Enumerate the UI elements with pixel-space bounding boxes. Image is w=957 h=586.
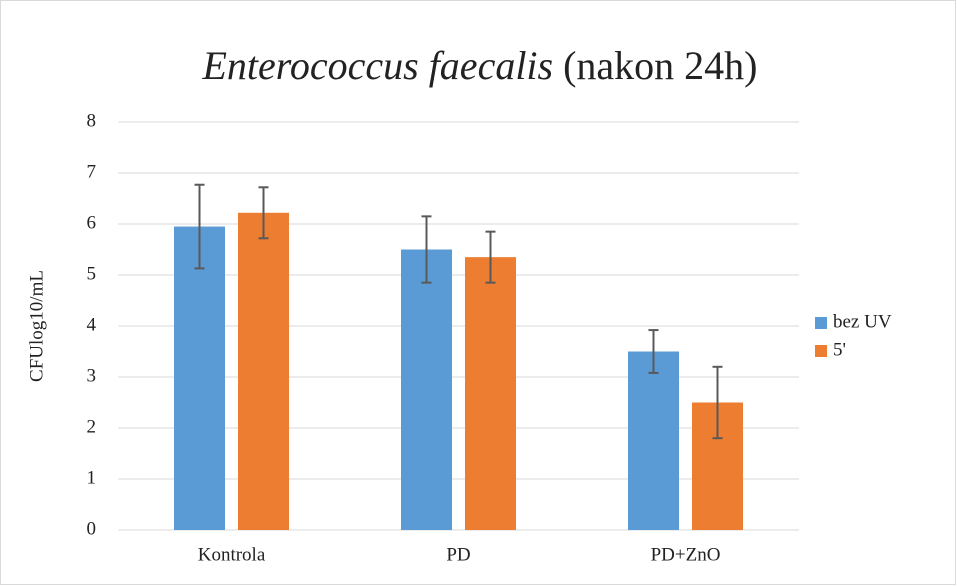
y-axis-label: CFUlog10/mL (26, 270, 47, 382)
y-tick-label: 6 (87, 212, 97, 233)
error-bar (421, 215, 432, 284)
bar (238, 212, 289, 530)
y-tick-label: 4 (87, 314, 97, 335)
error-bar (194, 183, 205, 270)
y-tick-label: 8 (87, 110, 97, 131)
bar (401, 249, 452, 530)
bar (174, 226, 225, 531)
title-rest: (nakon 24h) (563, 43, 757, 88)
error-bar (648, 329, 659, 374)
y-tick-label: 5 (87, 263, 97, 284)
legend-swatch (815, 345, 827, 357)
y-tick-label: 2 (87, 416, 97, 437)
error-bar (258, 186, 269, 240)
bar (465, 257, 516, 530)
error-bar (485, 230, 496, 284)
y-tick-label: 0 (87, 518, 97, 539)
bar (628, 351, 679, 530)
y-tick-label: 7 (87, 161, 97, 182)
y-tick-label: 3 (87, 365, 97, 386)
x-tick-label: PD (446, 544, 470, 565)
title-italic: Enterococcus faecalis (201, 43, 553, 88)
error-bar (712, 365, 723, 440)
y-tick-label: 1 (87, 467, 97, 488)
x-tick-label: PD+ZnO (651, 544, 721, 565)
x-tick-label: Kontrola (198, 544, 266, 565)
legend-label: bez UV (833, 311, 892, 332)
legend-swatch (815, 317, 827, 329)
legend-label: 5' (833, 339, 846, 360)
chart-title: Enterococcus faecalis (nakon 24h) (201, 43, 757, 88)
